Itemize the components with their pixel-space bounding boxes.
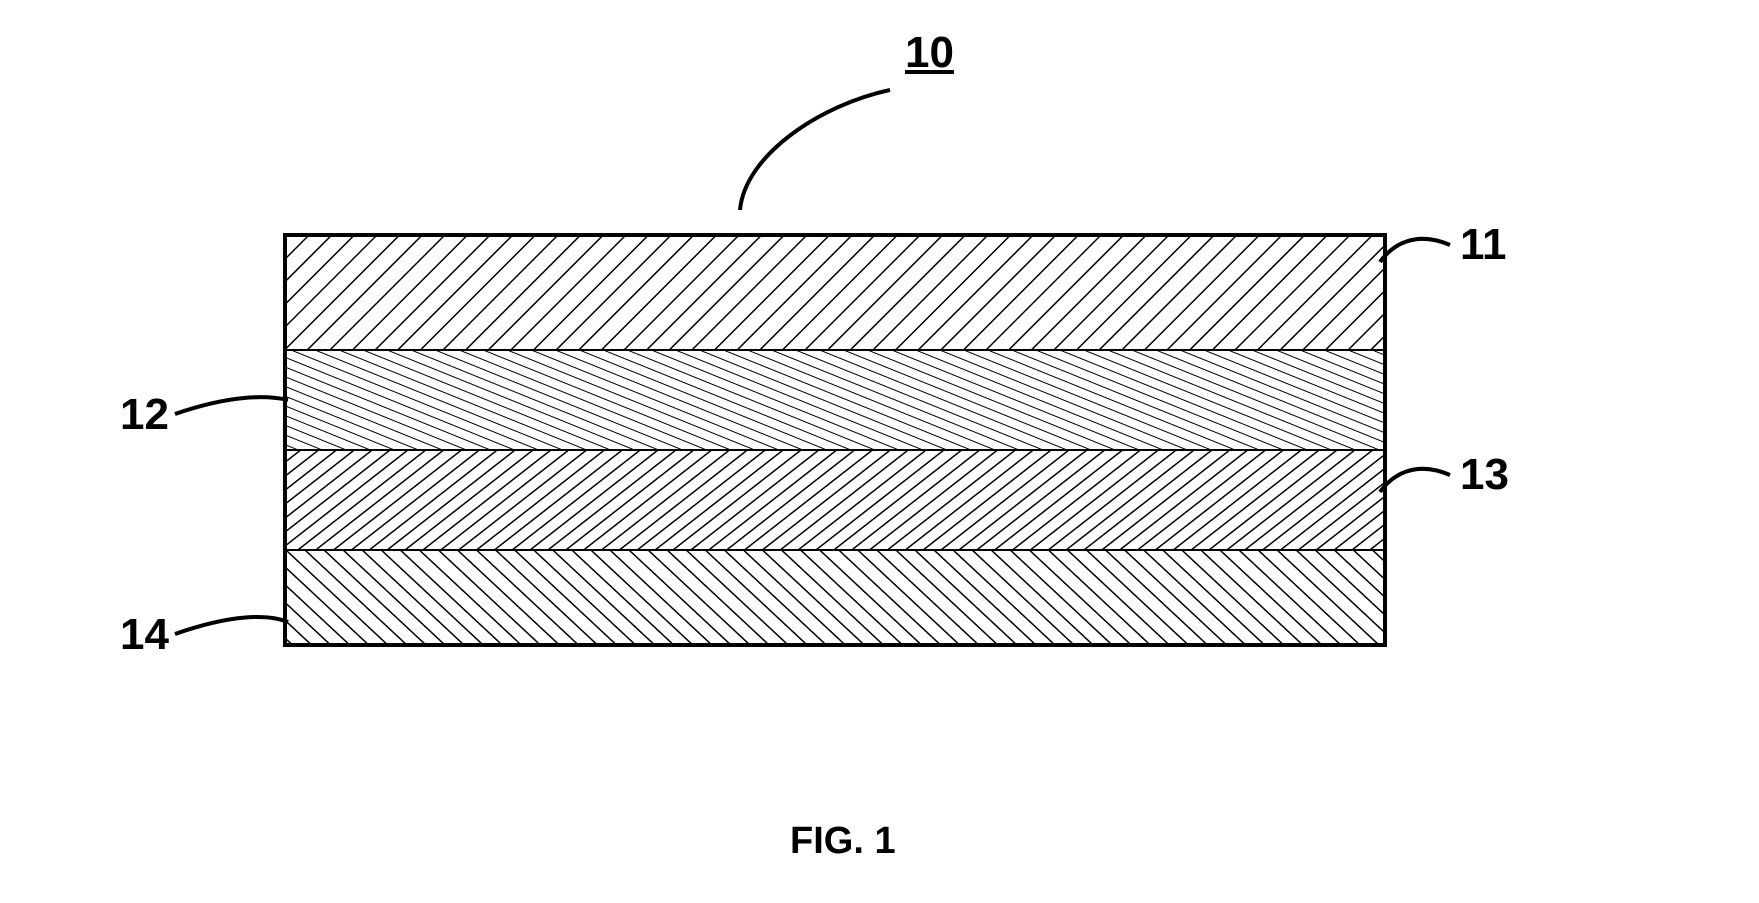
layer-2 <box>285 350 1385 450</box>
figure-canvas: 10 11 12 13 14 FIG. 1 <box>0 0 1759 903</box>
leader-10 <box>740 90 890 210</box>
layer-3 <box>285 450 1385 550</box>
leader-12 <box>175 397 288 414</box>
layer-stack <box>285 235 1385 645</box>
leader-13 <box>1380 469 1450 492</box>
figure-svg <box>0 0 1759 903</box>
leader-11 <box>1380 239 1450 262</box>
layer-1 <box>285 235 1385 350</box>
layer-4 <box>285 550 1385 645</box>
leader-14 <box>175 617 288 634</box>
